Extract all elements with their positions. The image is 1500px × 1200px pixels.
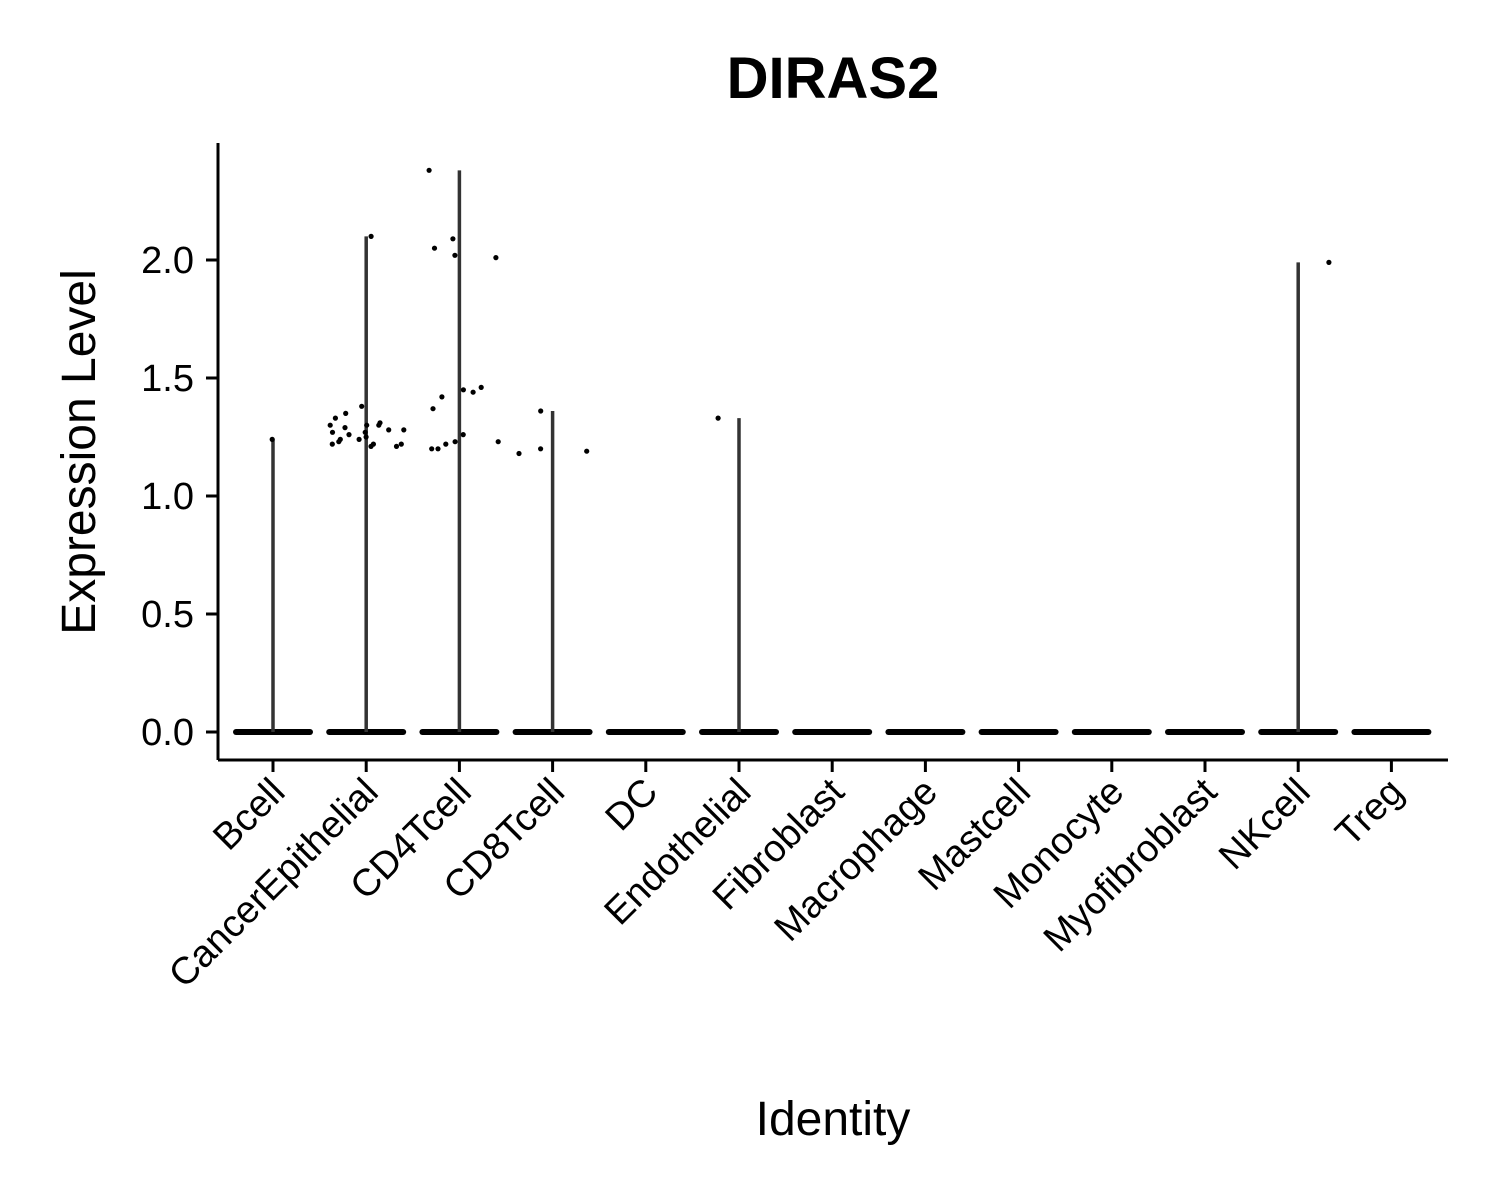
data-point xyxy=(1326,259,1332,265)
plot-area xyxy=(233,167,1432,735)
violin-Monocyte xyxy=(1071,729,1152,735)
data-point xyxy=(460,432,466,438)
data-point xyxy=(364,422,370,428)
violin-base xyxy=(1071,729,1152,735)
y-axis-label: Expression Level xyxy=(53,269,106,635)
violin-Fibroblast xyxy=(792,729,873,735)
x-axis-label: Identity xyxy=(756,1093,911,1146)
data-point xyxy=(495,439,501,445)
data-point xyxy=(329,441,335,447)
y-tick-label: 1.0 xyxy=(141,476,194,518)
data-point xyxy=(362,429,368,435)
data-point xyxy=(368,443,374,449)
data-point xyxy=(450,236,456,242)
violin-Myofibroblast xyxy=(1165,729,1245,735)
data-point xyxy=(460,387,466,393)
violin-base xyxy=(792,729,873,735)
data-point xyxy=(269,436,275,442)
y-tick-label: 0.0 xyxy=(141,712,194,754)
x-tick-label: Bcell xyxy=(205,771,293,859)
data-point xyxy=(356,436,362,442)
data-point xyxy=(584,448,590,454)
violin-CD4Tcell xyxy=(419,170,500,735)
data-point xyxy=(343,410,349,416)
data-point xyxy=(431,245,438,251)
y-axis: 0.0 0.5 1.0 1.5 2.0 xyxy=(141,143,220,760)
data-point xyxy=(443,441,449,447)
x-tick-label: DC xyxy=(598,771,667,840)
violin-CancerEpithelial xyxy=(326,236,407,735)
data-point xyxy=(359,403,365,409)
chart-title: DIRAS2 xyxy=(727,46,940,111)
data-point xyxy=(363,434,369,440)
data-point xyxy=(377,420,383,426)
data-point xyxy=(368,233,374,239)
data-point xyxy=(401,427,407,433)
violin-base xyxy=(978,729,1059,735)
data-point xyxy=(470,389,476,395)
violin-DC xyxy=(605,729,686,735)
violin-base xyxy=(1165,729,1245,735)
y-tick-label: 2.0 xyxy=(141,240,194,282)
data-point xyxy=(478,384,484,390)
data-point xyxy=(426,167,432,173)
violin-base xyxy=(885,729,966,735)
data-point xyxy=(393,443,400,449)
data-point xyxy=(342,425,348,431)
data-point xyxy=(435,446,441,452)
data-point xyxy=(452,439,458,445)
violin-Bcell xyxy=(233,439,313,735)
x-tick-label: NKcell xyxy=(1211,771,1318,878)
violin-Mastcell xyxy=(978,729,1059,735)
data-point xyxy=(538,408,544,414)
x-tick-label: Treg xyxy=(1328,771,1412,855)
violin-Macrophage xyxy=(885,729,966,735)
data-point xyxy=(715,415,721,421)
data-point xyxy=(516,450,522,457)
violin-Endothelial xyxy=(699,418,779,735)
y-tick-label: 1.5 xyxy=(141,358,194,400)
data-point xyxy=(346,432,352,438)
data-point xyxy=(329,429,336,435)
data-point xyxy=(327,422,333,428)
data-point xyxy=(439,394,445,400)
violin-NKcell xyxy=(1258,262,1339,735)
data-point xyxy=(429,446,435,452)
violin-base xyxy=(1351,729,1432,735)
data-point xyxy=(332,415,338,421)
y-tick-label: 0.5 xyxy=(141,594,194,636)
data-point xyxy=(452,252,458,258)
data-point xyxy=(430,406,436,412)
violin-CD8Tcell xyxy=(512,411,593,735)
data-point xyxy=(493,255,499,261)
data-point xyxy=(398,441,404,447)
violin-Treg xyxy=(1351,729,1432,735)
violin-base xyxy=(605,729,686,735)
data-point xyxy=(337,436,343,442)
data-point xyxy=(386,427,392,433)
data-point xyxy=(538,446,544,452)
